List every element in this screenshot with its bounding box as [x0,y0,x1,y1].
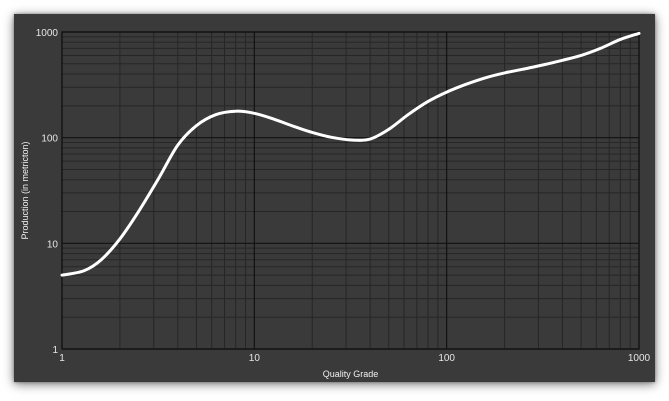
y-axis-title: Production (in metricton) [20,141,30,239]
y-tick-label: 100 [41,134,58,145]
y-tick-label: 1000 [36,28,59,39]
x-tick-labels: 1 10 100 1000 [59,353,650,364]
plot-border [61,31,640,350]
major-grid [61,31,640,350]
x-tick-label: 1000 [628,353,651,364]
y-tick-label: 10 [47,239,59,250]
x-tick-label: 1 [59,353,65,364]
line-chart: 1 10 100 1000 1 10 100 1000 Quality Grade Prod… [20,28,651,379]
series-layer [60,31,641,277]
x-tick-label: 100 [438,353,455,364]
y-tick-labels: 1 10 100 1000 [36,28,59,356]
minor-grid [62,32,639,349]
plot-frame [61,31,640,350]
y-tick-label: 1 [52,345,58,356]
x-tick-label: 10 [249,353,261,364]
series-line [60,31,641,277]
x-axis-title: Quality Grade [323,369,379,379]
chart-panel: 1 10 100 1000 1 10 100 1000 Quality Grade Prod… [14,14,655,382]
